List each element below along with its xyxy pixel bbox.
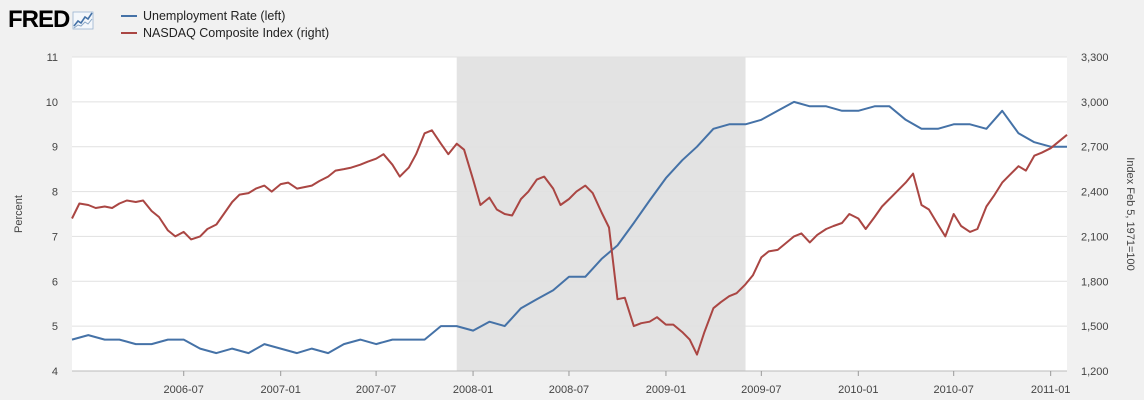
y-right-tick-label: 1,800 — [1081, 276, 1109, 288]
y-right-tick-label: 3,300 — [1081, 52, 1109, 64]
x-axis: 2006-07 2007-01 2007-07 2008-01 2008-07 2009-… — [72, 370, 1071, 396]
x-tick-label: 2007-01 — [261, 384, 301, 396]
y-axis-left-title: Percent — [13, 195, 25, 233]
nasdaq-composite-line[interactable] — [71, 129, 1068, 356]
grid-lines — [72, 56, 1067, 372]
legend-label-nasdaq: NASDAQ Composite Index (right) — [143, 25, 330, 40]
y-axis-left: 4 5 6 7 8 9 10 11 — [46, 52, 58, 378]
y-axis-right: 1,200 1,500 1,800 2,100 2,400 2,700 3,000 3,300 — [1081, 52, 1109, 378]
x-tick-label: 2010-07 — [934, 384, 974, 396]
y-right-tick-label: 1,200 — [1081, 366, 1109, 378]
legend: Unemployment Rate (left) NASDAQ Composit… — [121, 7, 329, 41]
x-tick-label: 2010-01 — [838, 384, 878, 396]
x-tick-label: 2009-01 — [646, 384, 686, 396]
fred-logo-graph-icon — [72, 11, 94, 30]
y-right-tick-label: 2,400 — [1081, 187, 1109, 199]
fred-logo-text: FRED — [8, 6, 70, 33]
y-left-tick-label: 8 — [52, 187, 58, 199]
y-right-tick-label: 2,100 — [1081, 231, 1109, 243]
legend-swatch-nasdaq — [121, 31, 137, 34]
y-left-tick-label: 7 — [52, 231, 58, 243]
y-left-tick-label: 5 — [52, 321, 58, 333]
y-axis-right-title: Index Feb 5, 1971=100 — [1124, 157, 1136, 270]
y-left-tick-label: 11 — [47, 52, 58, 64]
x-tick-label: 2009-07 — [741, 384, 781, 396]
y-left-tick-label: 9 — [52, 142, 58, 154]
unemployment-rate-line[interactable] — [71, 100, 1067, 355]
y-left-tick-label: 10 — [46, 97, 58, 109]
y-left-tick-label: 4 — [52, 366, 58, 378]
fred-logo[interactable]: FRED — [8, 6, 96, 34]
x-tick-label: 2006-07 — [164, 384, 204, 396]
x-tick-label: 2008-07 — [549, 384, 589, 396]
x-tick-label: 2007-07 — [356, 384, 396, 396]
legend-swatch-unemployment — [121, 14, 137, 17]
y-right-tick-label: 1,500 — [1081, 321, 1109, 333]
x-tick-label: 2008-01 — [453, 384, 493, 396]
legend-item-nasdaq[interactable]: NASDAQ Composite Index (right) — [121, 24, 329, 41]
y-left-tick-label: 6 — [52, 276, 58, 288]
y-right-tick-label: 2,700 — [1081, 142, 1109, 154]
chart-header: FRED Unemployment Rate (left) NASDAQ Com… — [8, 4, 608, 44]
legend-label-unemployment: Unemployment Rate (left) — [143, 8, 286, 23]
y-right-tick-label: 3,000 — [1081, 97, 1109, 109]
legend-item-unemployment[interactable]: Unemployment Rate (left) — [121, 7, 329, 24]
series-lines — [71, 100, 1068, 356]
x-tick-label: 2011-01 — [1031, 384, 1071, 396]
